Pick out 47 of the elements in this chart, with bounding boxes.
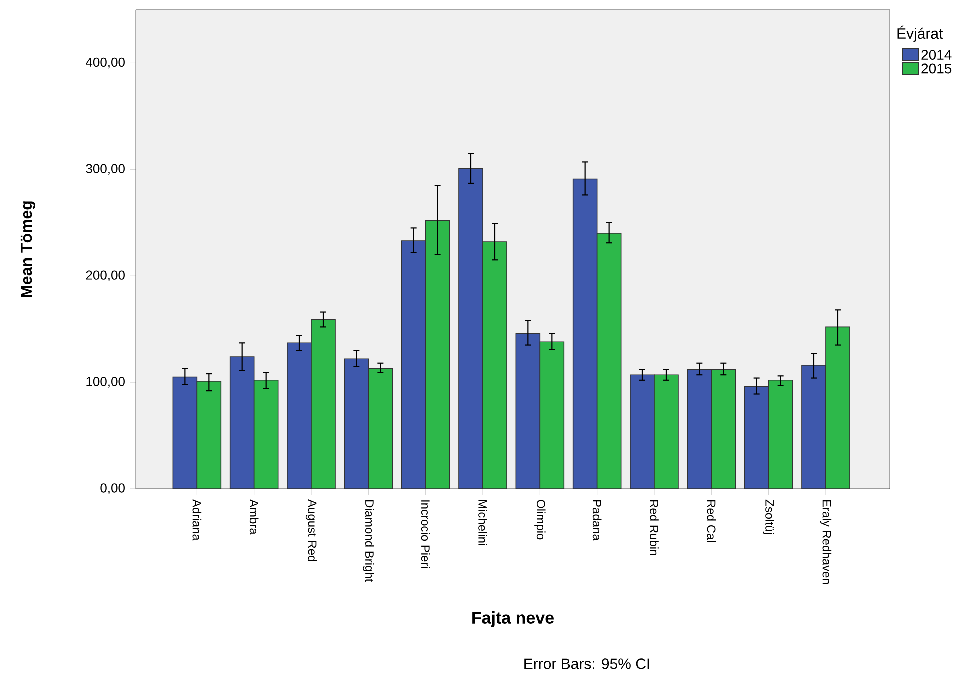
x-tick-label: Adriana bbox=[192, 500, 202, 541]
bar bbox=[254, 380, 278, 489]
y-tick-label: 100,00 bbox=[86, 377, 125, 388]
x-tick-label: Olimpio bbox=[534, 500, 546, 540]
bar bbox=[482, 242, 507, 489]
bar bbox=[826, 326, 850, 489]
x-tick-label: Michelini bbox=[478, 500, 488, 546]
bar bbox=[712, 370, 736, 489]
legend-label: 2014 bbox=[922, 50, 952, 60]
y-tick-label: 400,00 bbox=[86, 58, 125, 69]
bar bbox=[573, 179, 598, 489]
bar bbox=[744, 386, 769, 489]
x-tick-label: August Red bbox=[306, 500, 318, 562]
bar bbox=[426, 220, 450, 489]
bar bbox=[597, 234, 622, 489]
legend-title: Évjárat bbox=[898, 26, 944, 42]
text: Error Bars: 95% CI bbox=[524, 658, 650, 670]
bar bbox=[688, 370, 712, 489]
bar bbox=[458, 168, 483, 489]
bar bbox=[630, 375, 654, 489]
bar bbox=[654, 375, 678, 489]
bar bbox=[173, 377, 198, 489]
y-axis-title: Mean Tömeg bbox=[20, 202, 36, 298]
x-tick-label: Ambra bbox=[250, 500, 259, 535]
bar bbox=[344, 359, 369, 489]
bar bbox=[288, 343, 312, 489]
x-tick-label: Padana bbox=[592, 500, 602, 541]
x-tick-label: Red Rubin bbox=[650, 500, 659, 556]
x-tick-label: Diamond Bright bbox=[363, 500, 374, 582]
bar bbox=[402, 240, 426, 489]
x-tick-label: Eraly Redhaven bbox=[820, 500, 832, 584]
bar bbox=[197, 381, 222, 489]
y-tick-label: 200,00 bbox=[86, 270, 125, 282]
bar bbox=[802, 365, 826, 489]
x-axis-title: Fajta neve bbox=[472, 612, 554, 628]
bar bbox=[516, 334, 540, 489]
legend-label: 2015 bbox=[922, 64, 952, 74]
bar bbox=[312, 320, 336, 489]
x-tick-label: Red Cal bbox=[707, 500, 716, 542]
y-tick-label: 0,00 bbox=[100, 484, 125, 494]
bar bbox=[230, 356, 254, 489]
bar bbox=[768, 380, 793, 489]
bar bbox=[540, 342, 564, 489]
x-tick-label: Zsoltüj bbox=[763, 500, 774, 534]
x-tick-label: Incrocio Pieri bbox=[421, 500, 430, 568]
y-tick-label: 300,00 bbox=[86, 164, 125, 176]
bar bbox=[368, 368, 393, 489]
